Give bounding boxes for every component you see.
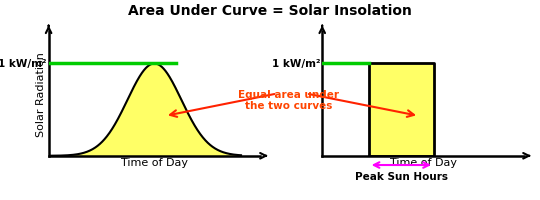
Y-axis label: Solar Radiation: Solar Radiation: [36, 52, 46, 136]
Text: 1 kW/m²: 1 kW/m²: [0, 59, 46, 69]
X-axis label: Time of Day: Time of Day: [389, 157, 456, 167]
Text: Peak Sun Hours: Peak Sun Hours: [355, 172, 448, 182]
Text: Area Under Curve = Solar Insolation: Area Under Curve = Solar Insolation: [128, 4, 412, 18]
X-axis label: Time of Day: Time of Day: [121, 157, 188, 167]
Text: Equal area under
the two curves: Equal area under the two curves: [238, 89, 340, 111]
Text: 1 kW/m²: 1 kW/m²: [272, 59, 321, 69]
